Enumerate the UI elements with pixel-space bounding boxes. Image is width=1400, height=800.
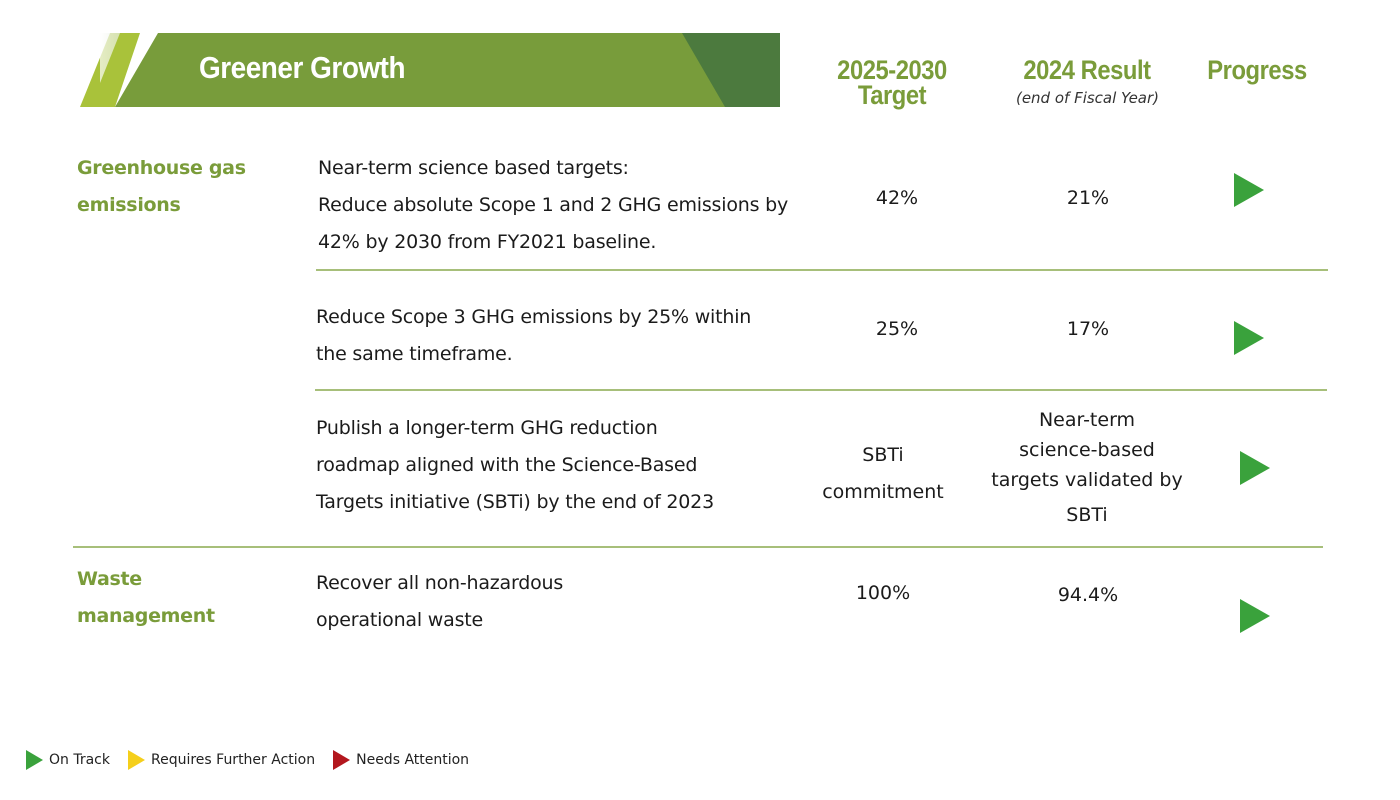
- row-3-target-value: SBTi: [862, 444, 904, 466]
- row-4-on-track-icon: [1240, 599, 1270, 633]
- header-progress: Progress: [1207, 55, 1307, 85]
- legend-green-triangle-icon: [26, 750, 43, 770]
- row-3-result: Near-term science-based targets validate…: [977, 405, 1197, 535]
- row-divider: [315, 389, 1327, 391]
- row-3-desc-line: Publish a longer-term GHG reduction: [316, 417, 658, 439]
- header-result-sub: (end of Fiscal Year): [1015, 89, 1160, 107]
- row-3-target: SBTi commitment: [813, 437, 953, 511]
- header-target: 2025-2030 Target: [830, 55, 953, 110]
- row-1-target: 42%: [827, 182, 967, 215]
- category-ghg-line1: Greenhouse gas: [77, 157, 246, 179]
- legend-label: On Track: [49, 752, 110, 768]
- legend-needs-attention: Needs Attention: [333, 750, 469, 770]
- row-3-result-value: targets validated by: [991, 469, 1183, 491]
- row-2-result-value: 17%: [1066, 318, 1110, 340]
- row-1-on-track-icon: [1234, 173, 1264, 207]
- row-3-target-value: commitment: [822, 481, 944, 503]
- row-1-desc-line: Near-term science based targets:: [318, 157, 629, 179]
- legend-requires-action: Requires Further Action: [127, 750, 316, 770]
- row-3-result-value: SBTi: [1066, 504, 1108, 526]
- row-divider: [316, 269, 1328, 271]
- row-2-target: 25%: [827, 313, 967, 346]
- row-3-result-value: science-based: [1019, 439, 1155, 461]
- legend-label: Requires Further Action: [150, 752, 316, 768]
- row-4-desc-line: Recover all non-hazardous: [316, 572, 564, 594]
- row-1-desc-line: Reduce absolute Scope 1 and 2 GHG emissi…: [318, 194, 789, 216]
- row-1-target-value: 42%: [875, 187, 919, 209]
- legend: On Track Requires Further Action Needs A…: [26, 750, 469, 770]
- legend-label: Needs Attention: [356, 752, 470, 768]
- row-2-target-value: 25%: [875, 318, 919, 340]
- header-target-line1: 2025-2030: [837, 55, 947, 85]
- row-3-desc-line: Targets initiative (SBTi) by the end of …: [316, 491, 714, 513]
- row-4-target: 100%: [813, 577, 953, 610]
- row-1-result-value: 21%: [1066, 187, 1110, 209]
- row-2-on-track-icon: [1234, 321, 1264, 355]
- row-4-desc-line: operational waste: [316, 609, 484, 631]
- row-4-description: Recover all non-hazardous operational wa…: [316, 565, 796, 639]
- row-3-on-track-icon: [1240, 451, 1270, 485]
- row-3-description: Publish a longer-term GHG reduction road…: [316, 410, 796, 521]
- row-1-description: Near-term science based targets: Reduce …: [318, 150, 798, 261]
- row-1-desc-line: 42% by 2030 from FY2021 baseline.: [318, 231, 657, 253]
- row-4-result: 94.4%: [1008, 579, 1168, 612]
- section-banner: Greener Growth: [80, 33, 780, 107]
- category-waste-line1: Waste: [77, 568, 142, 590]
- row-2-desc-line: the same timeframe.: [316, 343, 513, 365]
- category-waste: Waste management: [77, 561, 215, 635]
- row-2-desc-line: Reduce Scope 3 GHG emissions by 25% with…: [316, 306, 752, 328]
- banner-title: Greener Growth: [199, 50, 406, 85]
- row-2-description: Reduce Scope 3 GHG emissions by 25% with…: [316, 299, 796, 373]
- row-4-result-value: 94.4%: [1057, 584, 1119, 606]
- legend-on-track: On Track: [26, 750, 110, 770]
- row-4-target-value: 100%: [855, 582, 911, 604]
- row-2-result: 17%: [1008, 313, 1168, 346]
- category-ghg: Greenhouse gas emissions: [77, 150, 246, 224]
- row-3-result-value: Near-term: [1038, 409, 1136, 431]
- legend-red-triangle-icon: [333, 750, 351, 770]
- row-1-result: 21%: [1008, 182, 1168, 215]
- category-waste-line2: management: [77, 605, 215, 627]
- section-divider: [73, 546, 1323, 548]
- category-ghg-line2: emissions: [77, 194, 181, 216]
- legend-yellow-triangle-icon: [127, 750, 145, 770]
- header-target-line2: Target: [857, 80, 927, 110]
- row-3-desc-line: roadmap aligned with the Science-Based: [316, 454, 698, 476]
- header-result: 2024 Result: [1023, 55, 1151, 85]
- banner-background: [80, 33, 780, 107]
